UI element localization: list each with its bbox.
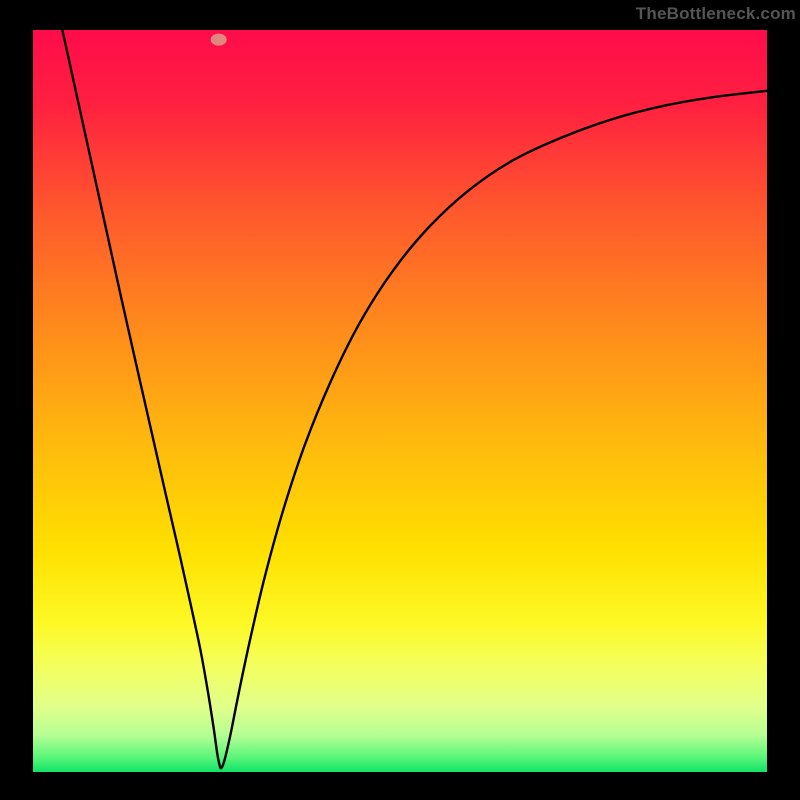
chart-container: TheBottleneck.com — [0, 0, 800, 800]
minimum-marker — [211, 34, 227, 46]
watermark-text: TheBottleneck.com — [636, 4, 796, 24]
plot-area — [33, 30, 767, 772]
curve-svg — [33, 30, 767, 772]
bottleneck-curve — [62, 30, 767, 768]
